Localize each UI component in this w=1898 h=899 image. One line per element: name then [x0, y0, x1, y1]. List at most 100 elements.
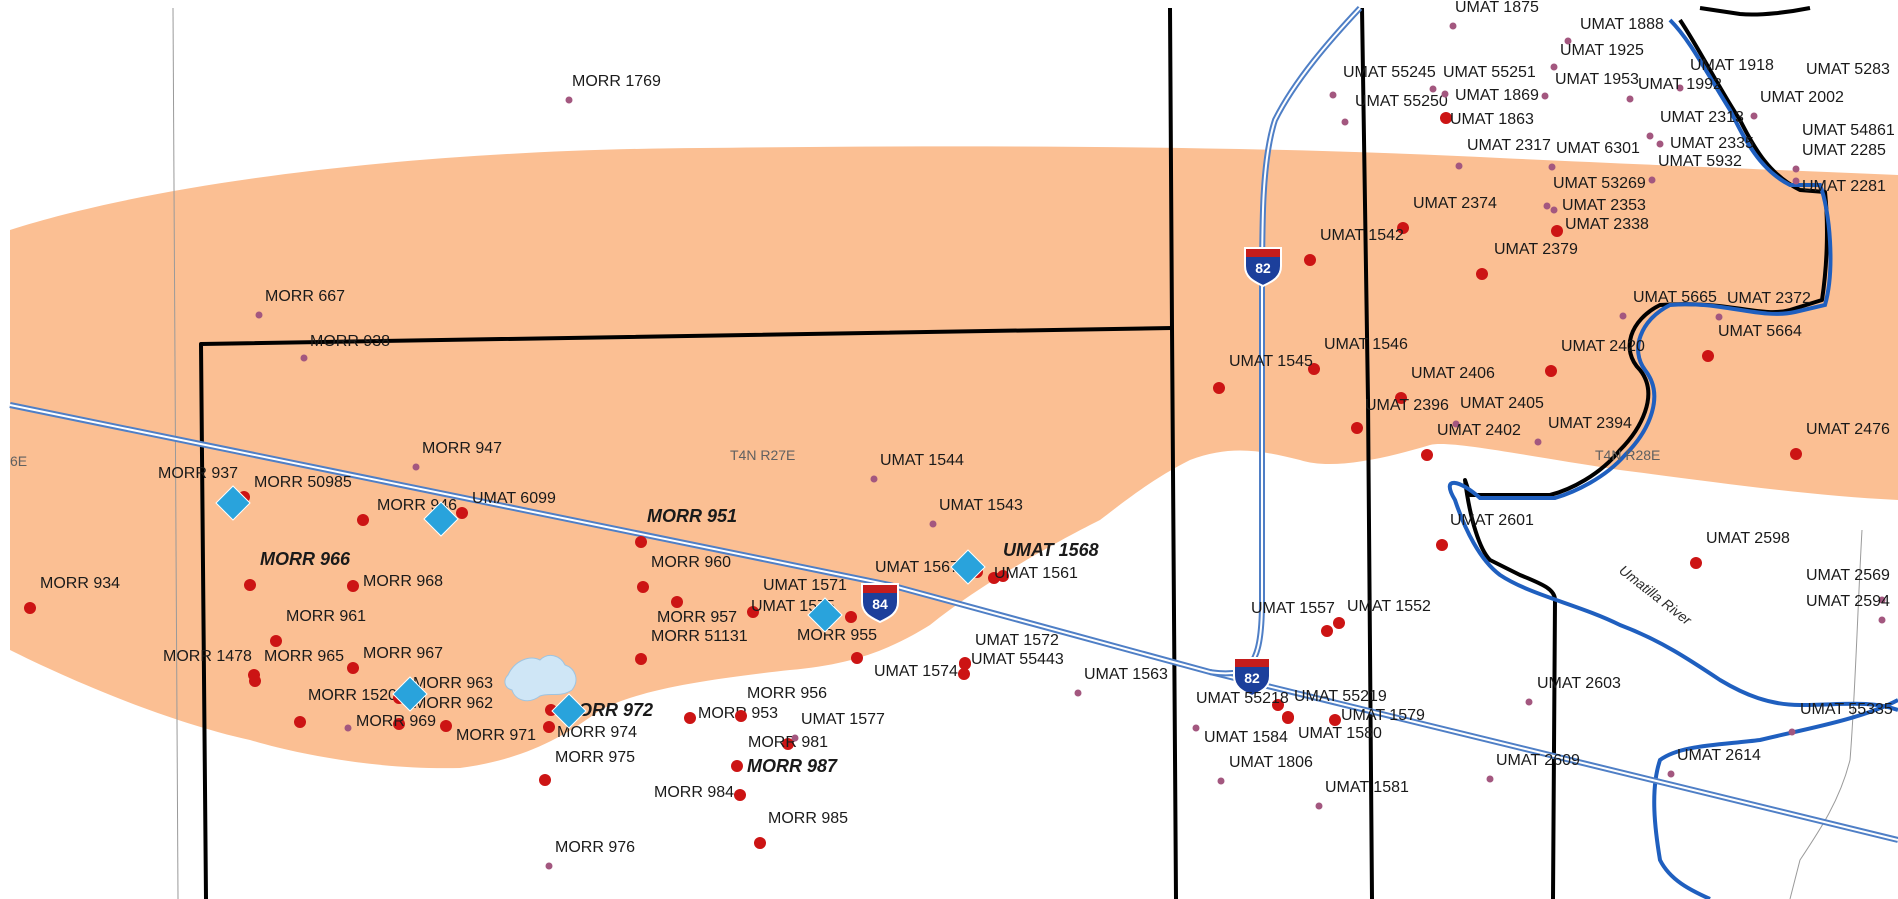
- well-w63[interactable]: UMAT 2317: [1455, 137, 1551, 170]
- well-marker-red[interactable]: [1702, 350, 1714, 362]
- well-marker-purple[interactable]: [1217, 777, 1225, 785]
- well-w93[interactable]: UMAT 2603: [1525, 675, 1621, 706]
- site-diamond[interactable]: [215, 485, 251, 521]
- well-marker-red[interactable]: [958, 668, 970, 680]
- well-w54[interactable]: UMAT 55251: [1429, 64, 1536, 93]
- well-marker-purple[interactable]: [1788, 728, 1796, 736]
- well-w84[interactable]: UMAT 2402: [1421, 422, 1521, 461]
- well-marker-red[interactable]: [248, 669, 260, 681]
- well-marker-red[interactable]: [959, 658, 971, 670]
- well-w18[interactable]: MORR 1520: [294, 687, 397, 728]
- well-w52[interactable]: UMAT 5283: [1806, 61, 1898, 92]
- well-w77[interactable]: UMAT 5664: [1702, 323, 1802, 362]
- well-marker-purple[interactable]: [545, 862, 553, 870]
- well-w57[interactable]: UMAT 2002: [1750, 89, 1844, 120]
- well-marker-purple[interactable]: [1548, 163, 1556, 171]
- well-w66[interactable]: UMAT 2285: [1792, 142, 1886, 173]
- well-w97[interactable]: UMAT 1584: [1192, 724, 1288, 747]
- well-w81[interactable]: UMAT 2406: [1395, 365, 1495, 404]
- well-w13[interactable]: MORR 960: [637, 554, 731, 593]
- well-marker-red[interactable]: [294, 716, 306, 728]
- well-w62[interactable]: UMAT 54861: [1802, 122, 1898, 153]
- well-marker-red[interactable]: [731, 760, 743, 772]
- well-marker-red[interactable]: [1321, 625, 1333, 637]
- well-w103[interactable]: UMAT 1581: [1315, 779, 1409, 810]
- well-w48[interactable]: UMAT 1875: [1449, 0, 1539, 30]
- well-marker-red[interactable]: [1351, 422, 1363, 434]
- well-w89[interactable]: UMAT 2569: [1806, 567, 1890, 604]
- well-marker-purple[interactable]: [1656, 140, 1664, 148]
- well-marker-purple[interactable]: [1074, 689, 1082, 697]
- well-w20[interactable]: MORR 962: [393, 695, 493, 730]
- well-w65[interactable]: UMAT 2335: [1656, 135, 1754, 152]
- well-marker-purple[interactable]: [1543, 202, 1551, 210]
- well-w11[interactable]: MORR 968: [347, 573, 443, 592]
- well-marker-purple[interactable]: [1534, 438, 1542, 446]
- well-marker-red[interactable]: [1421, 449, 1433, 461]
- well-marker-purple[interactable]: [344, 724, 352, 732]
- well-marker-red[interactable]: [845, 611, 857, 623]
- well-marker-red[interactable]: [635, 653, 647, 665]
- well-marker-purple[interactable]: [1878, 616, 1886, 624]
- well-marker-red[interactable]: [635, 536, 647, 548]
- well-marker-purple[interactable]: [929, 520, 937, 528]
- well-marker-purple[interactable]: [1455, 162, 1463, 170]
- well-w17[interactable]: MORR 967: [347, 645, 443, 674]
- well-w8[interactable]: UMAT 6099: [456, 490, 556, 519]
- well-w4[interactable]: MORR 947: [412, 440, 503, 471]
- well-w36[interactable]: UMAT 1571: [747, 577, 847, 618]
- well-w39[interactable]: UMAT 1574: [874, 663, 970, 680]
- well-marker-purple[interactable]: [1192, 724, 1200, 732]
- site-diamond[interactable]: [950, 549, 986, 585]
- well-marker-red[interactable]: [1213, 382, 1225, 394]
- well-w9[interactable]: MORR 951: [635, 506, 737, 548]
- well-w50[interactable]: UMAT 1925: [1550, 42, 1644, 71]
- well-marker-red[interactable]: [1304, 254, 1316, 266]
- well-marker-red[interactable]: [347, 580, 359, 592]
- well-marker-purple[interactable]: [1648, 176, 1656, 184]
- well-marker-purple[interactable]: [1315, 802, 1323, 810]
- site-diamond[interactable]: [807, 597, 843, 633]
- well-w79[interactable]: UMAT 1545: [1213, 353, 1313, 394]
- well-marker-purple[interactable]: [300, 354, 308, 362]
- well-w94[interactable]: UMAT 55218: [1196, 690, 1289, 711]
- well-marker-purple[interactable]: [1878, 596, 1886, 604]
- well-marker-purple[interactable]: [1626, 95, 1634, 103]
- well-marker-red[interactable]: [997, 570, 1009, 582]
- well-marker-purple[interactable]: [1750, 112, 1758, 120]
- well-w64[interactable]: UMAT 6301: [1548, 140, 1640, 171]
- well-w53[interactable]: UMAT 55245: [1329, 64, 1436, 99]
- well-w29[interactable]: MORR 956: [735, 685, 827, 722]
- well-w91[interactable]: UMAT 1557: [1251, 600, 1335, 637]
- well-w25[interactable]: MORR 975: [539, 749, 635, 786]
- well-w67[interactable]: UMAT 5932: [1648, 153, 1742, 184]
- well-marker-red[interactable]: [637, 581, 649, 593]
- well-w12[interactable]: MORR 934: [24, 575, 120, 614]
- well-marker-purple[interactable]: [1646, 132, 1654, 140]
- well-w74[interactable]: UMAT 2379: [1476, 241, 1578, 280]
- well-marker-red[interactable]: [244, 579, 256, 591]
- well-marker-red[interactable]: [1395, 392, 1407, 404]
- well-marker-purple[interactable]: [1441, 90, 1449, 98]
- well-w35[interactable]: MORR 976: [545, 839, 636, 870]
- well-marker-red[interactable]: [1440, 112, 1452, 124]
- well-w27[interactable]: MORR 51131: [635, 628, 748, 665]
- well-marker-red[interactable]: [988, 572, 1000, 584]
- well-marker-red[interactable]: [357, 514, 369, 526]
- well-w100[interactable]: UMAT 1806: [1217, 754, 1313, 785]
- well-w71[interactable]: UMAT 2353: [1550, 197, 1646, 214]
- well-marker-purple[interactable]: [1541, 92, 1549, 100]
- well-w75[interactable]: UMAT 5665: [1619, 289, 1717, 320]
- well-marker-purple[interactable]: [791, 734, 799, 742]
- well-w76[interactable]: UMAT 2372: [1715, 290, 1811, 321]
- well-marker-red[interactable]: [1282, 712, 1294, 724]
- well-marker-red[interactable]: [1308, 363, 1320, 375]
- well-w82[interactable]: UMAT 2396: [1351, 397, 1449, 434]
- well-w58[interactable]: UMAT 55250: [1341, 93, 1448, 126]
- well-w96[interactable]: UMAT 1579: [1329, 707, 1425, 726]
- well-marker-red[interactable]: [24, 602, 36, 614]
- well-marker-red[interactable]: [735, 710, 747, 722]
- well-marker-red[interactable]: [782, 738, 794, 750]
- well-w88[interactable]: UMAT 2598: [1690, 530, 1790, 569]
- well-marker-red[interactable]: [754, 837, 766, 849]
